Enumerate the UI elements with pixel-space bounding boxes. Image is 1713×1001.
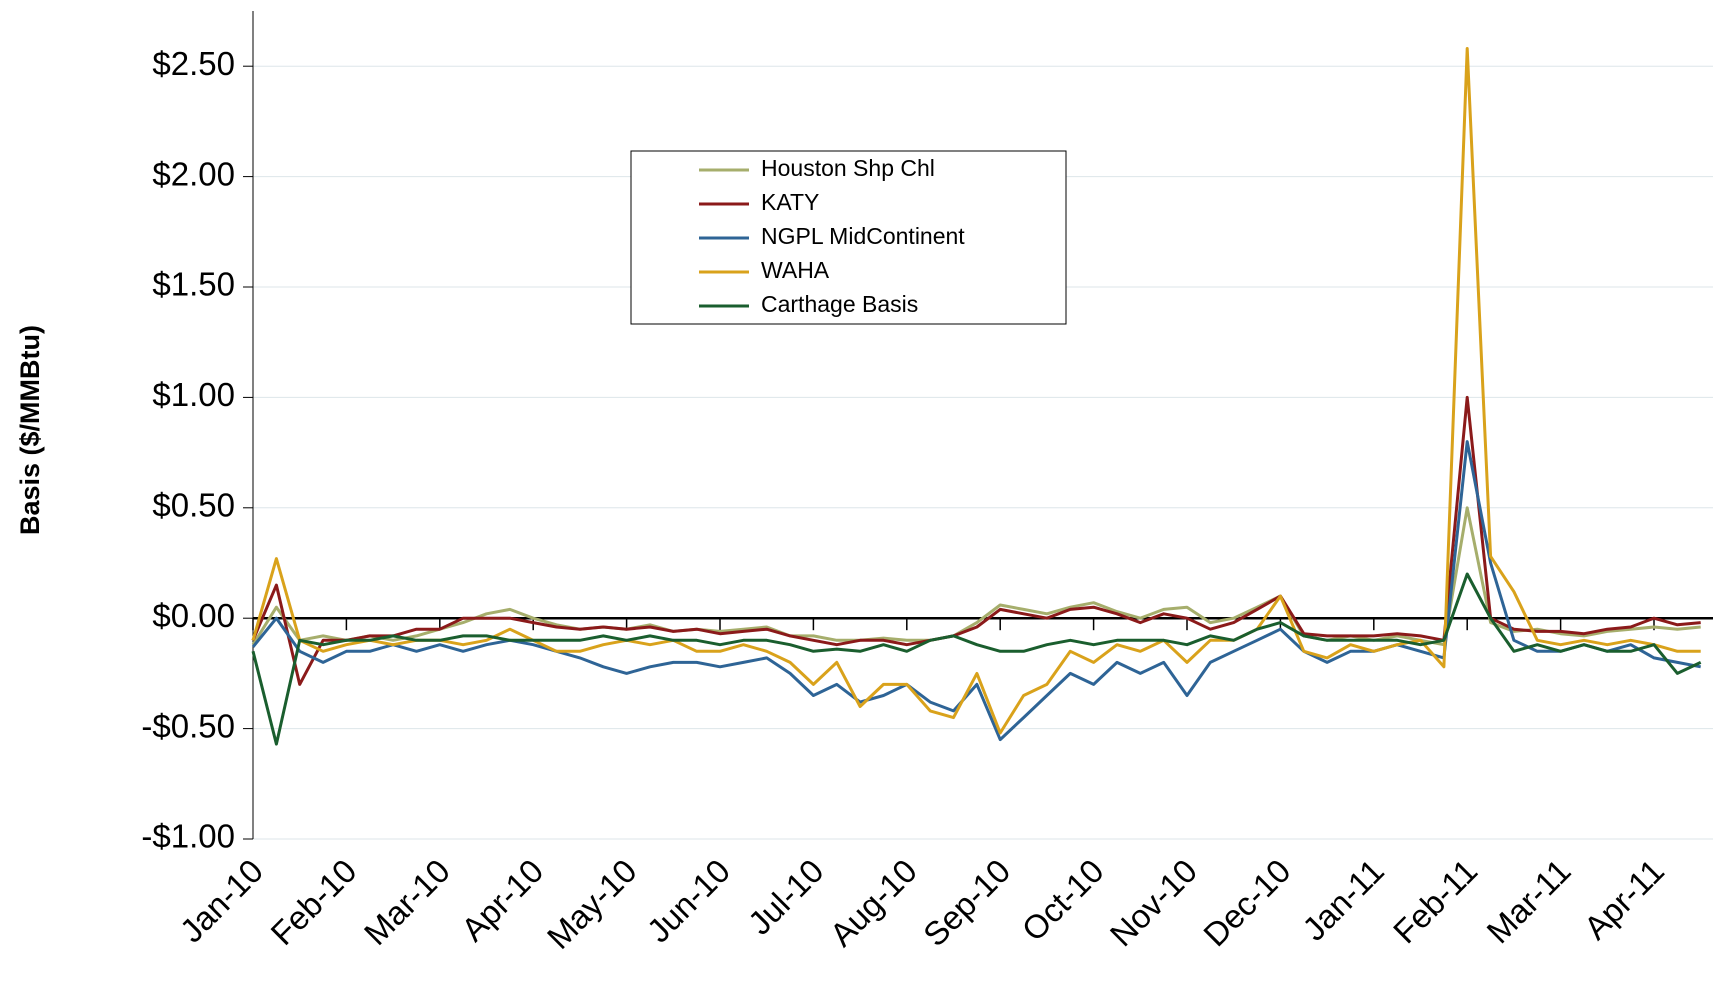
x-tick-label: Jun-10 <box>640 852 738 950</box>
legend: Houston Shp Chl KATY NGPL MidContinent WAHA… <box>630 150 1067 325</box>
y-tick-label: $2.00 <box>152 155 235 192</box>
y-tick-label: $0.00 <box>152 597 235 634</box>
series-line <box>251 440 1701 742</box>
x-tick-label: Mar-11 <box>1479 852 1577 950</box>
y-tick-label: -$1.00 <box>141 818 235 855</box>
series-line <box>251 506 1701 647</box>
legend-label: NGPL MidContinent <box>761 223 965 249</box>
x-tick-label: Jan-10 <box>173 852 271 950</box>
series-line <box>251 572 1702 746</box>
y-tick-label: $2.50 <box>152 45 235 82</box>
x-tick-label: Sep-10 <box>916 852 1017 953</box>
x-tick-label: May-10 <box>540 852 644 956</box>
y-tick-label: -$0.50 <box>141 707 235 744</box>
legend-label: Carthage Basis <box>761 291 918 317</box>
y-tick-label: $0.50 <box>152 487 235 524</box>
x-tick-label: Feb-11 <box>1386 852 1484 950</box>
y-axis-label: Basis ($/MMBtu) <box>15 325 45 535</box>
x-tick-label: Jan-11 <box>1295 852 1391 948</box>
legend-label: KATY <box>761 189 819 215</box>
legend-label: Houston Shp Chl <box>761 155 935 181</box>
y-tick-label: $1.00 <box>152 376 235 413</box>
x-tick-label: Aug-10 <box>823 852 924 953</box>
series-line <box>251 395 1701 686</box>
x-tick-label: Mar-10 <box>357 852 457 952</box>
x-tick-label: Apr-11 <box>1577 852 1671 946</box>
x-tick-label: Jul-10 <box>741 852 831 942</box>
y-tick-label: $1.50 <box>152 266 235 303</box>
x-tick-label: Oct-10 <box>1015 852 1111 948</box>
x-tick-label: Feb-10 <box>263 852 363 952</box>
x-tick-label: Apr-10 <box>454 852 550 948</box>
legend-label: WAHA <box>761 257 830 283</box>
x-tick-label: Dec-10 <box>1196 852 1297 953</box>
x-tick-label: Nov-10 <box>1103 852 1204 953</box>
